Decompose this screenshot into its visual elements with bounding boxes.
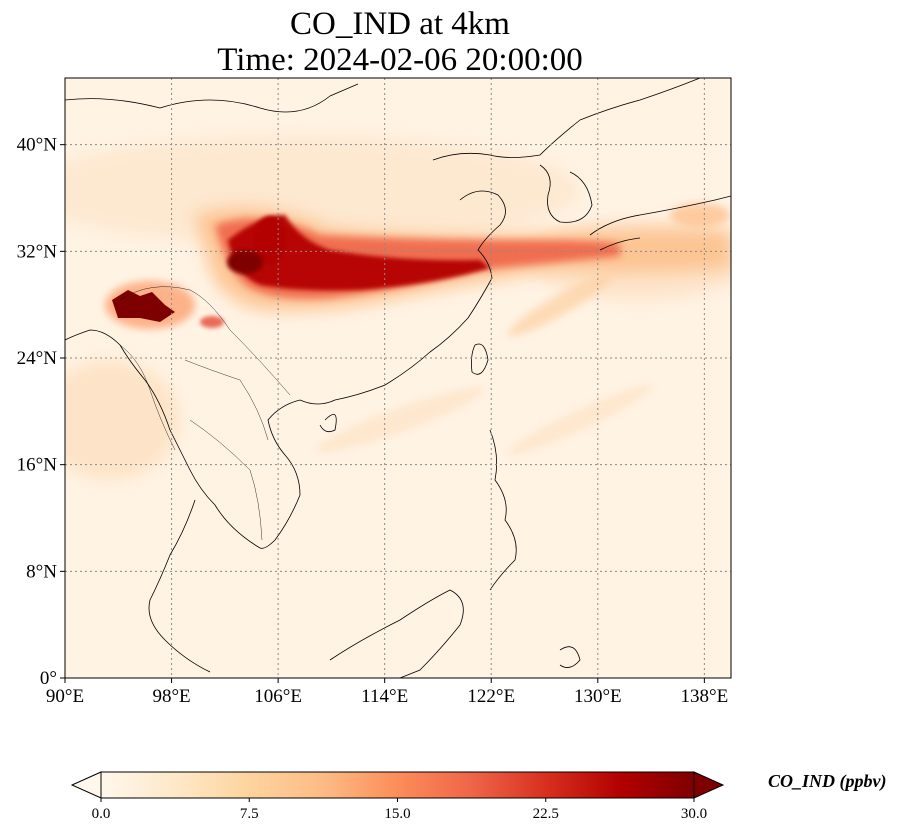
lon-tick-label: 138°E — [681, 686, 729, 707]
lat-tick-label: 16°N — [17, 455, 58, 476]
lat-tick-label: 8°N — [26, 561, 57, 582]
lon-tick-label: 90°E — [46, 686, 84, 707]
lat-tick-label: 0° — [40, 668, 57, 689]
latitude-ticks: 0° 8°N 16°N 24°N 32°N 40°N — [17, 135, 65, 689]
colorbar-tick-label: 7.5 — [240, 806, 259, 822]
colorbar-extend-max — [693, 771, 725, 799]
lon-tick-label: 114°E — [361, 686, 408, 707]
colorbar-tick-label: 15.0 — [384, 806, 410, 822]
lon-tick-label: 106°E — [254, 686, 302, 707]
map-title: CO_IND at 4km — [290, 6, 510, 42]
map-subtitle-time: Time: 2024-02-06 20:00:00 — [217, 42, 583, 78]
colorbar-extend-min — [70, 771, 102, 799]
lat-tick-label: 24°N — [17, 348, 58, 369]
lon-tick-label: 130°E — [574, 686, 622, 707]
lat-tick-label: 32°N — [17, 241, 58, 262]
colorbar-tick-label: 22.5 — [533, 806, 559, 822]
colorbar-label: CO_IND (ppbv) — [768, 771, 887, 792]
map-panel: 90°E 98°E 106°E 114°E 122°E 130°E 138°E 0° 8°N 1… — [17, 77, 732, 707]
coastlines — [65, 78, 731, 678]
colorbar: 0.0 7.5 15.0 22.5 30.0 CO_IND (ppbv) — [70, 771, 887, 822]
concentration-field — [65, 78, 731, 678]
colorbar-ticks: 0.0 7.5 15.0 22.5 30.0 — [92, 798, 707, 822]
longitude-ticks: 90°E 98°E 106°E 114°E 122°E 130°E 138°E — [46, 678, 728, 707]
colorbar-gradient — [100, 771, 695, 799]
gridlines — [65, 78, 731, 678]
colorbar-tick-label: 0.0 — [92, 806, 111, 822]
country-borders — [119, 286, 291, 541]
colorbar-tick-label: 30.0 — [681, 806, 707, 822]
lat-tick-label: 40°N — [17, 135, 58, 156]
map-frame — [64, 77, 732, 679]
lon-tick-label: 122°E — [467, 686, 515, 707]
lon-tick-label: 98°E — [152, 686, 190, 707]
